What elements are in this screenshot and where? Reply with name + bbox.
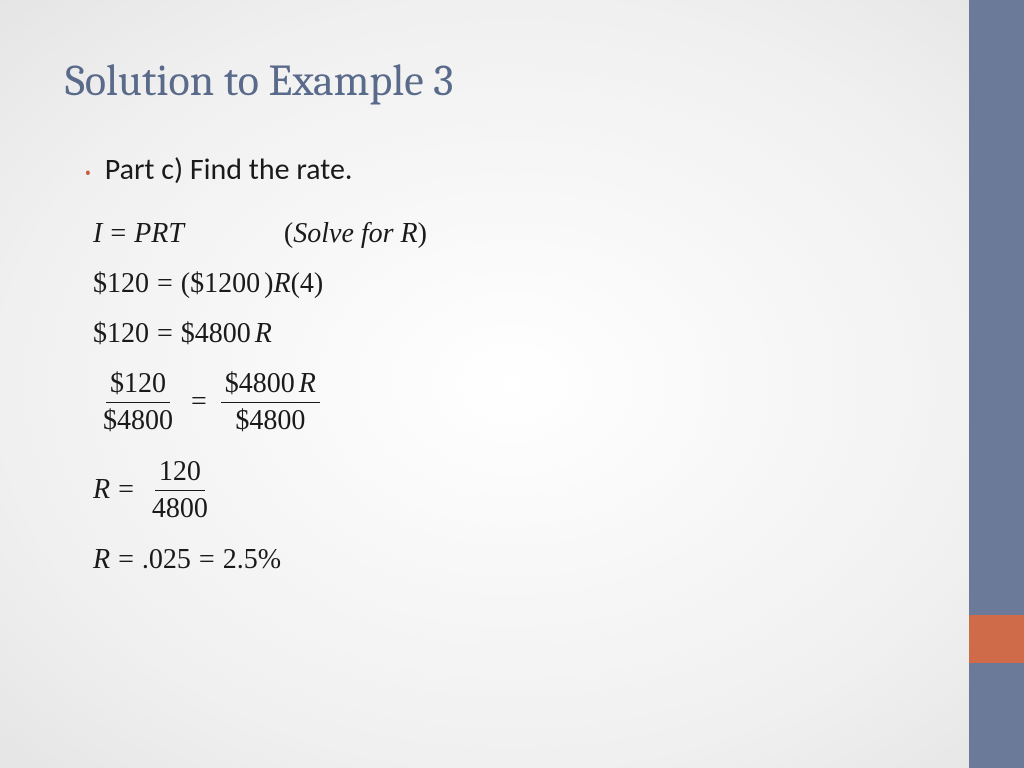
lhs-120: $120: [93, 318, 149, 350]
val-decimal: .025: [142, 544, 191, 576]
math-line-4: $120 $4800 = $4800R $4800: [93, 366, 944, 438]
numerator: 120: [155, 456, 205, 491]
paren-close: ): [314, 268, 323, 300]
equals: =: [118, 474, 134, 506]
math-line-1: I = PRT (Solve for R): [93, 216, 944, 252]
paren-open: (: [291, 268, 300, 300]
math-line-6: R = .025 = 2.5%: [93, 542, 944, 578]
math-line-3: $120 = $4800 R: [93, 316, 944, 352]
numerator: $120: [106, 368, 170, 403]
var-R: R: [93, 544, 110, 576]
bullet-text: Part c) Find the rate.: [105, 151, 353, 188]
equals: =: [157, 268, 173, 300]
denominator: $4800: [231, 403, 309, 437]
var-R: R: [93, 474, 110, 506]
equals: =: [199, 544, 215, 576]
paren-open: (: [181, 268, 190, 300]
math-line-2: $120 = ($1200)R(4): [93, 266, 944, 302]
math-line-5: R = 120 4800: [93, 454, 944, 526]
var-I: I: [93, 218, 102, 250]
val-4: 4: [300, 268, 314, 300]
fraction-left: $120 $4800: [99, 368, 177, 437]
fraction-right: $4800R $4800: [221, 368, 320, 437]
equals: =: [157, 318, 173, 350]
val-4800: $4800: [225, 368, 295, 399]
fraction: 120 4800: [148, 456, 212, 525]
paren-open: (: [284, 218, 293, 250]
bullet-item: • Part c) Find the rate.: [83, 151, 944, 188]
val-percent: 2.5%: [223, 544, 281, 576]
val-4800: $4800: [181, 318, 251, 350]
accent-block: [969, 615, 1024, 663]
equals: =: [191, 386, 207, 418]
denominator: 4800: [148, 491, 212, 525]
vars-PRT: PRT: [134, 218, 184, 250]
bullet-marker: •: [83, 161, 93, 183]
equals: =: [118, 544, 134, 576]
paren-close: ): [418, 218, 427, 250]
equals: =: [110, 218, 126, 250]
slide-title: Solution to Example 3: [65, 55, 944, 106]
lhs-120: $120: [93, 268, 149, 300]
var-R: R: [299, 368, 316, 399]
denominator: $4800: [99, 403, 177, 437]
solve-note: Solve for R: [293, 218, 417, 250]
var-R: R: [255, 318, 272, 350]
slide-content: Solution to Example 3 • Part c) Find the…: [0, 0, 1024, 578]
numerator: $4800R: [221, 368, 320, 403]
val-1200: $1200: [190, 268, 260, 300]
var-R: R: [273, 268, 290, 300]
math-derivation: I = PRT (Solve for R) $120 = ($1200)R(4)…: [93, 216, 944, 578]
